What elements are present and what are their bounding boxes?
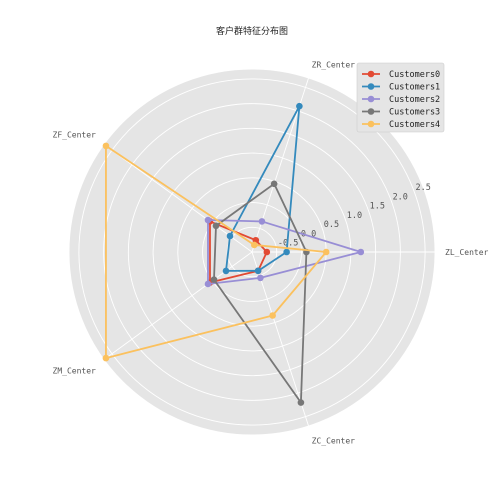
- data-point: [204, 280, 212, 288]
- axis-label: ZF_Center: [53, 131, 97, 140]
- legend-marker: [367, 83, 375, 90]
- legend-marker: [367, 120, 375, 128]
- legend: Customers0 Customers1 Customers2 Customers3…: [356, 62, 445, 133]
- radial-tick-label: 2.0: [393, 192, 408, 202]
- radial-tick-label: 0.0: [301, 229, 316, 239]
- series-line: [105, 144, 327, 360]
- axis-label: ZL_Center: [445, 248, 489, 257]
- data-point: [322, 248, 330, 256]
- data-series: [102, 102, 365, 406]
- axis-label: ZR_Center: [312, 60, 356, 69]
- data-point: [102, 142, 110, 150]
- data-point: [226, 232, 234, 240]
- data-point: [297, 399, 305, 406]
- series-line: [207, 219, 362, 285]
- legend-marker: [367, 108, 375, 115]
- legend-marker: [367, 95, 375, 103]
- data-point: [283, 248, 290, 256]
- series-line: [213, 182, 308, 404]
- legend-label: Customers2: [389, 95, 440, 105]
- radial-tick-label: 2.5: [416, 183, 431, 193]
- radial-tick-label: 1.0: [347, 211, 362, 221]
- chart-title: 客户群特征分布图: [216, 25, 288, 37]
- legend-label: Customers1: [389, 83, 440, 93]
- data-point: [296, 102, 303, 110]
- legend-label: Customers3: [389, 108, 440, 118]
- data-point: [204, 216, 212, 224]
- radial-tick-label: 1.5: [370, 202, 385, 212]
- data-point: [357, 248, 365, 256]
- data-point: [250, 241, 258, 249]
- data-point: [270, 180, 278, 188]
- data-point: [102, 354, 110, 362]
- axis-label: ZC_Center: [312, 437, 356, 446]
- data-point: [210, 276, 218, 283]
- legend-box: [356, 62, 445, 133]
- data-point: [257, 274, 264, 282]
- data-point: [263, 248, 271, 256]
- legend-label: Customers0: [389, 70, 440, 80]
- radial-tick-label: 0.5: [324, 220, 339, 230]
- axis-labels: ZL_Center ZR_Center ZF_Center ZM_Center ZC_C…: [53, 60, 489, 445]
- data-point: [258, 218, 266, 225]
- data-point: [254, 267, 262, 275]
- data-point: [222, 267, 230, 275]
- legend-label: Customers4: [389, 120, 440, 130]
- legend-marker: [367, 70, 375, 78]
- axis-label: ZM_Center: [53, 366, 97, 375]
- data-point: [212, 222, 220, 230]
- series-line: [225, 105, 301, 272]
- data-point: [269, 312, 276, 319]
